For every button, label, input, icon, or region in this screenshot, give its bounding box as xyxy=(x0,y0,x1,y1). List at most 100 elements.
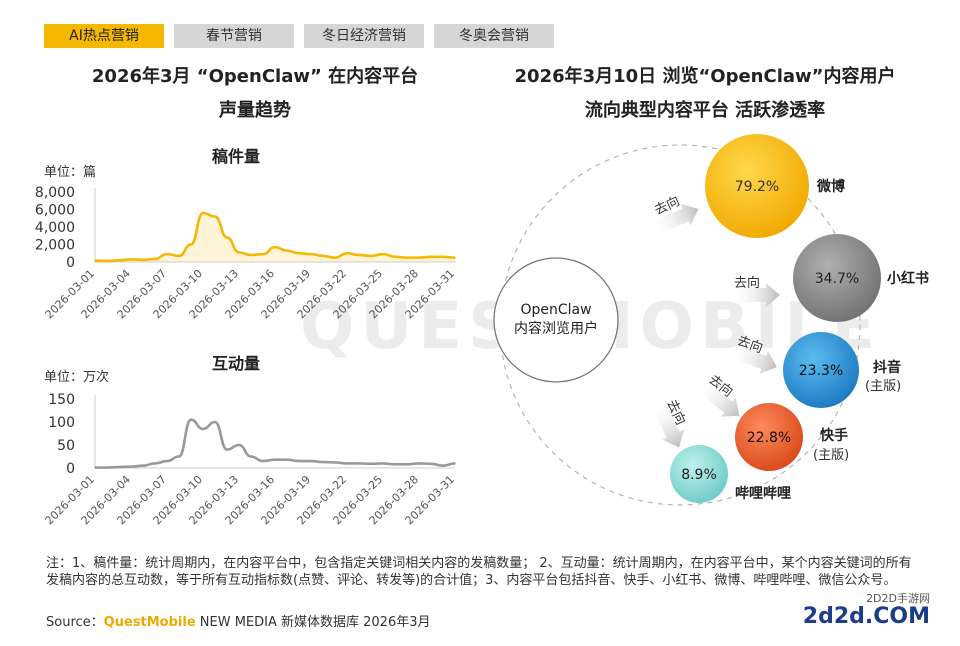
interaction-volume-data-point xyxy=(214,421,216,423)
interaction-volume-data-point xyxy=(226,448,228,451)
interaction-volume-data-point xyxy=(322,461,324,463)
platform-circle-kuaishou xyxy=(735,403,803,471)
article-volume-data-point xyxy=(94,259,96,262)
source-text: NEW MEDIA 新媒体数据库 2026年3月 xyxy=(195,615,431,630)
article-volume-data-point xyxy=(442,255,444,258)
interaction-volume-data-point xyxy=(382,462,384,465)
chart2-unit: 单位：万次 xyxy=(44,370,110,385)
platform-circle-douyin xyxy=(783,332,859,408)
article-volume-data-point xyxy=(106,260,108,262)
interaction-volume-data-point xyxy=(274,458,276,461)
arrow-douyin: 去向 xyxy=(727,333,777,374)
interaction-volume-chart: 1501005002026-03-012026-03-042026-03-072… xyxy=(43,392,457,527)
interaction-volume-data-point xyxy=(358,462,360,465)
article-volume-data-point xyxy=(274,246,276,248)
interaction-volume-data-point xyxy=(430,463,432,465)
interaction-volume-data-point xyxy=(142,464,144,467)
article-volume-data-point xyxy=(430,255,432,258)
platform-name-douyin: 抖音 xyxy=(873,359,901,376)
interaction-volume-data-point xyxy=(418,462,420,465)
article-volume-data-point xyxy=(130,258,132,261)
interaction-volume-data-point xyxy=(94,466,96,469)
interaction-volume-data-point xyxy=(454,462,456,465)
right-title-line1: 2026年3月10日 浏览“OpenClaw”内容用户 xyxy=(514,66,896,87)
interaction-volume-y-tick-label: 0 xyxy=(66,461,75,477)
article-volume-chart: 8,0006,0004,0002,00002026-03-012026-03-0… xyxy=(35,185,457,321)
article-volume-data-point xyxy=(166,253,168,255)
interaction-volume-y-tick-label: 50 xyxy=(57,438,75,454)
interaction-volume-data-point xyxy=(238,444,240,446)
tab-spring-festival[interactable]: 春节营销 xyxy=(174,24,294,48)
interaction-volume-data-point xyxy=(310,460,312,462)
article-volume-y-tick-label: 6,000 xyxy=(35,203,75,219)
article-volume-data-point xyxy=(226,236,228,239)
arrow-xiaohongshu: 去向 xyxy=(730,275,780,307)
interaction-volume-data-point xyxy=(406,463,408,466)
chart1-unit: 单位：篇 xyxy=(44,165,97,180)
interaction-volume-data-point xyxy=(106,466,108,469)
platform-value-kuaishou: 22.8% xyxy=(747,430,791,446)
interaction-volume-data-point xyxy=(190,418,192,421)
corner-logo: 2d2d.COM xyxy=(802,604,930,629)
article-volume-data-point xyxy=(178,255,180,257)
platform-name-xiaohongshu: 小红书 xyxy=(887,270,929,287)
corner-logo-subtitle: 2D2D手游网 xyxy=(866,592,930,605)
article-volume-data-point xyxy=(322,255,324,257)
tab-winter-economy[interactable]: 冬日经济营销 xyxy=(304,24,424,48)
article-volume-data-point xyxy=(298,252,300,255)
article-volume-data-point xyxy=(118,259,120,262)
article-volume-y-tick-label: 4,000 xyxy=(35,220,75,236)
source-prefix: Source： xyxy=(46,615,104,630)
interaction-volume-data-point xyxy=(130,465,132,468)
article-volume-data-point xyxy=(310,253,312,255)
article-volume-data-point xyxy=(142,259,144,261)
article-volume-data-point xyxy=(250,254,252,256)
tab-ai-marketing[interactable]: AI热点营销 xyxy=(44,24,164,48)
arrow-weibo: 去向 xyxy=(650,193,699,237)
source-label-line1: OpenClaw xyxy=(520,302,591,318)
platform-subname-kuaishou: (主版) xyxy=(813,448,849,463)
source-label-line2: 内容浏览用户 xyxy=(514,320,598,337)
article-volume-data-point xyxy=(370,255,372,257)
interaction-volume-data-point xyxy=(442,464,444,467)
platform-subname-douyin: (主版) xyxy=(865,379,901,394)
platform-name-weibo: 微博 xyxy=(816,178,845,195)
article-volume-y-tick-label: 2,000 xyxy=(35,238,75,254)
source-line: Source：QuestMobile NEW MEDIA 新媒体数据库 2026… xyxy=(46,611,431,630)
interaction-volume-data-point xyxy=(370,463,372,465)
tab-winter-olympics[interactable]: 冬奥会营销 xyxy=(434,24,554,48)
article-volume-data-point xyxy=(334,256,336,259)
platform-circle-weibo xyxy=(705,134,809,238)
interaction-volume-data-point xyxy=(202,428,204,430)
arrow-bilibili: 去向 xyxy=(651,397,689,448)
platform-flow-diagram: OpenClaw 内容浏览用户 去向 去向 去向 去向 去向 79.2% 微博 … xyxy=(493,134,929,506)
article-volume-y-tick-label: 0 xyxy=(66,255,75,271)
interaction-volume-data-point xyxy=(166,460,168,462)
article-volume-data-point xyxy=(238,251,240,254)
interaction-volume-data-point xyxy=(334,461,336,464)
interaction-volume-y-tick-label: 150 xyxy=(48,392,75,408)
article-volume-data-point xyxy=(358,254,360,256)
interaction-volume-y-tick-label: 100 xyxy=(48,415,75,431)
interaction-volume-data-point xyxy=(298,460,300,462)
interaction-volume-data-point xyxy=(262,460,264,462)
article-volume-data-point xyxy=(382,253,384,255)
article-volume-data-point xyxy=(214,215,216,218)
interaction-volume-data-point xyxy=(394,463,396,466)
source-brand: QuestMobile xyxy=(103,615,196,630)
chart1-title: 稿件量 xyxy=(212,147,261,166)
article-volume-y-tick-label: 8,000 xyxy=(35,185,75,201)
interaction-volume-data-point xyxy=(346,462,348,465)
article-volume-data-point xyxy=(262,253,264,255)
article-volume-data-point xyxy=(202,212,204,214)
platform-name-kuaishou: 快手 xyxy=(820,427,848,444)
platform-circle-bilibili xyxy=(670,445,728,503)
chart2-title: 互动量 xyxy=(212,354,261,373)
interaction-volume-data-point xyxy=(250,455,252,458)
interaction-volume-data-point xyxy=(118,466,120,468)
article-volume-area-fill xyxy=(95,213,455,262)
article-volume-data-point xyxy=(154,258,156,260)
platform-value-xiaohongshu: 34.7% xyxy=(815,271,859,287)
orbit-ring xyxy=(499,144,861,506)
right-title-line2: 流向典型内容平台 活跃渗透率 xyxy=(584,100,826,121)
